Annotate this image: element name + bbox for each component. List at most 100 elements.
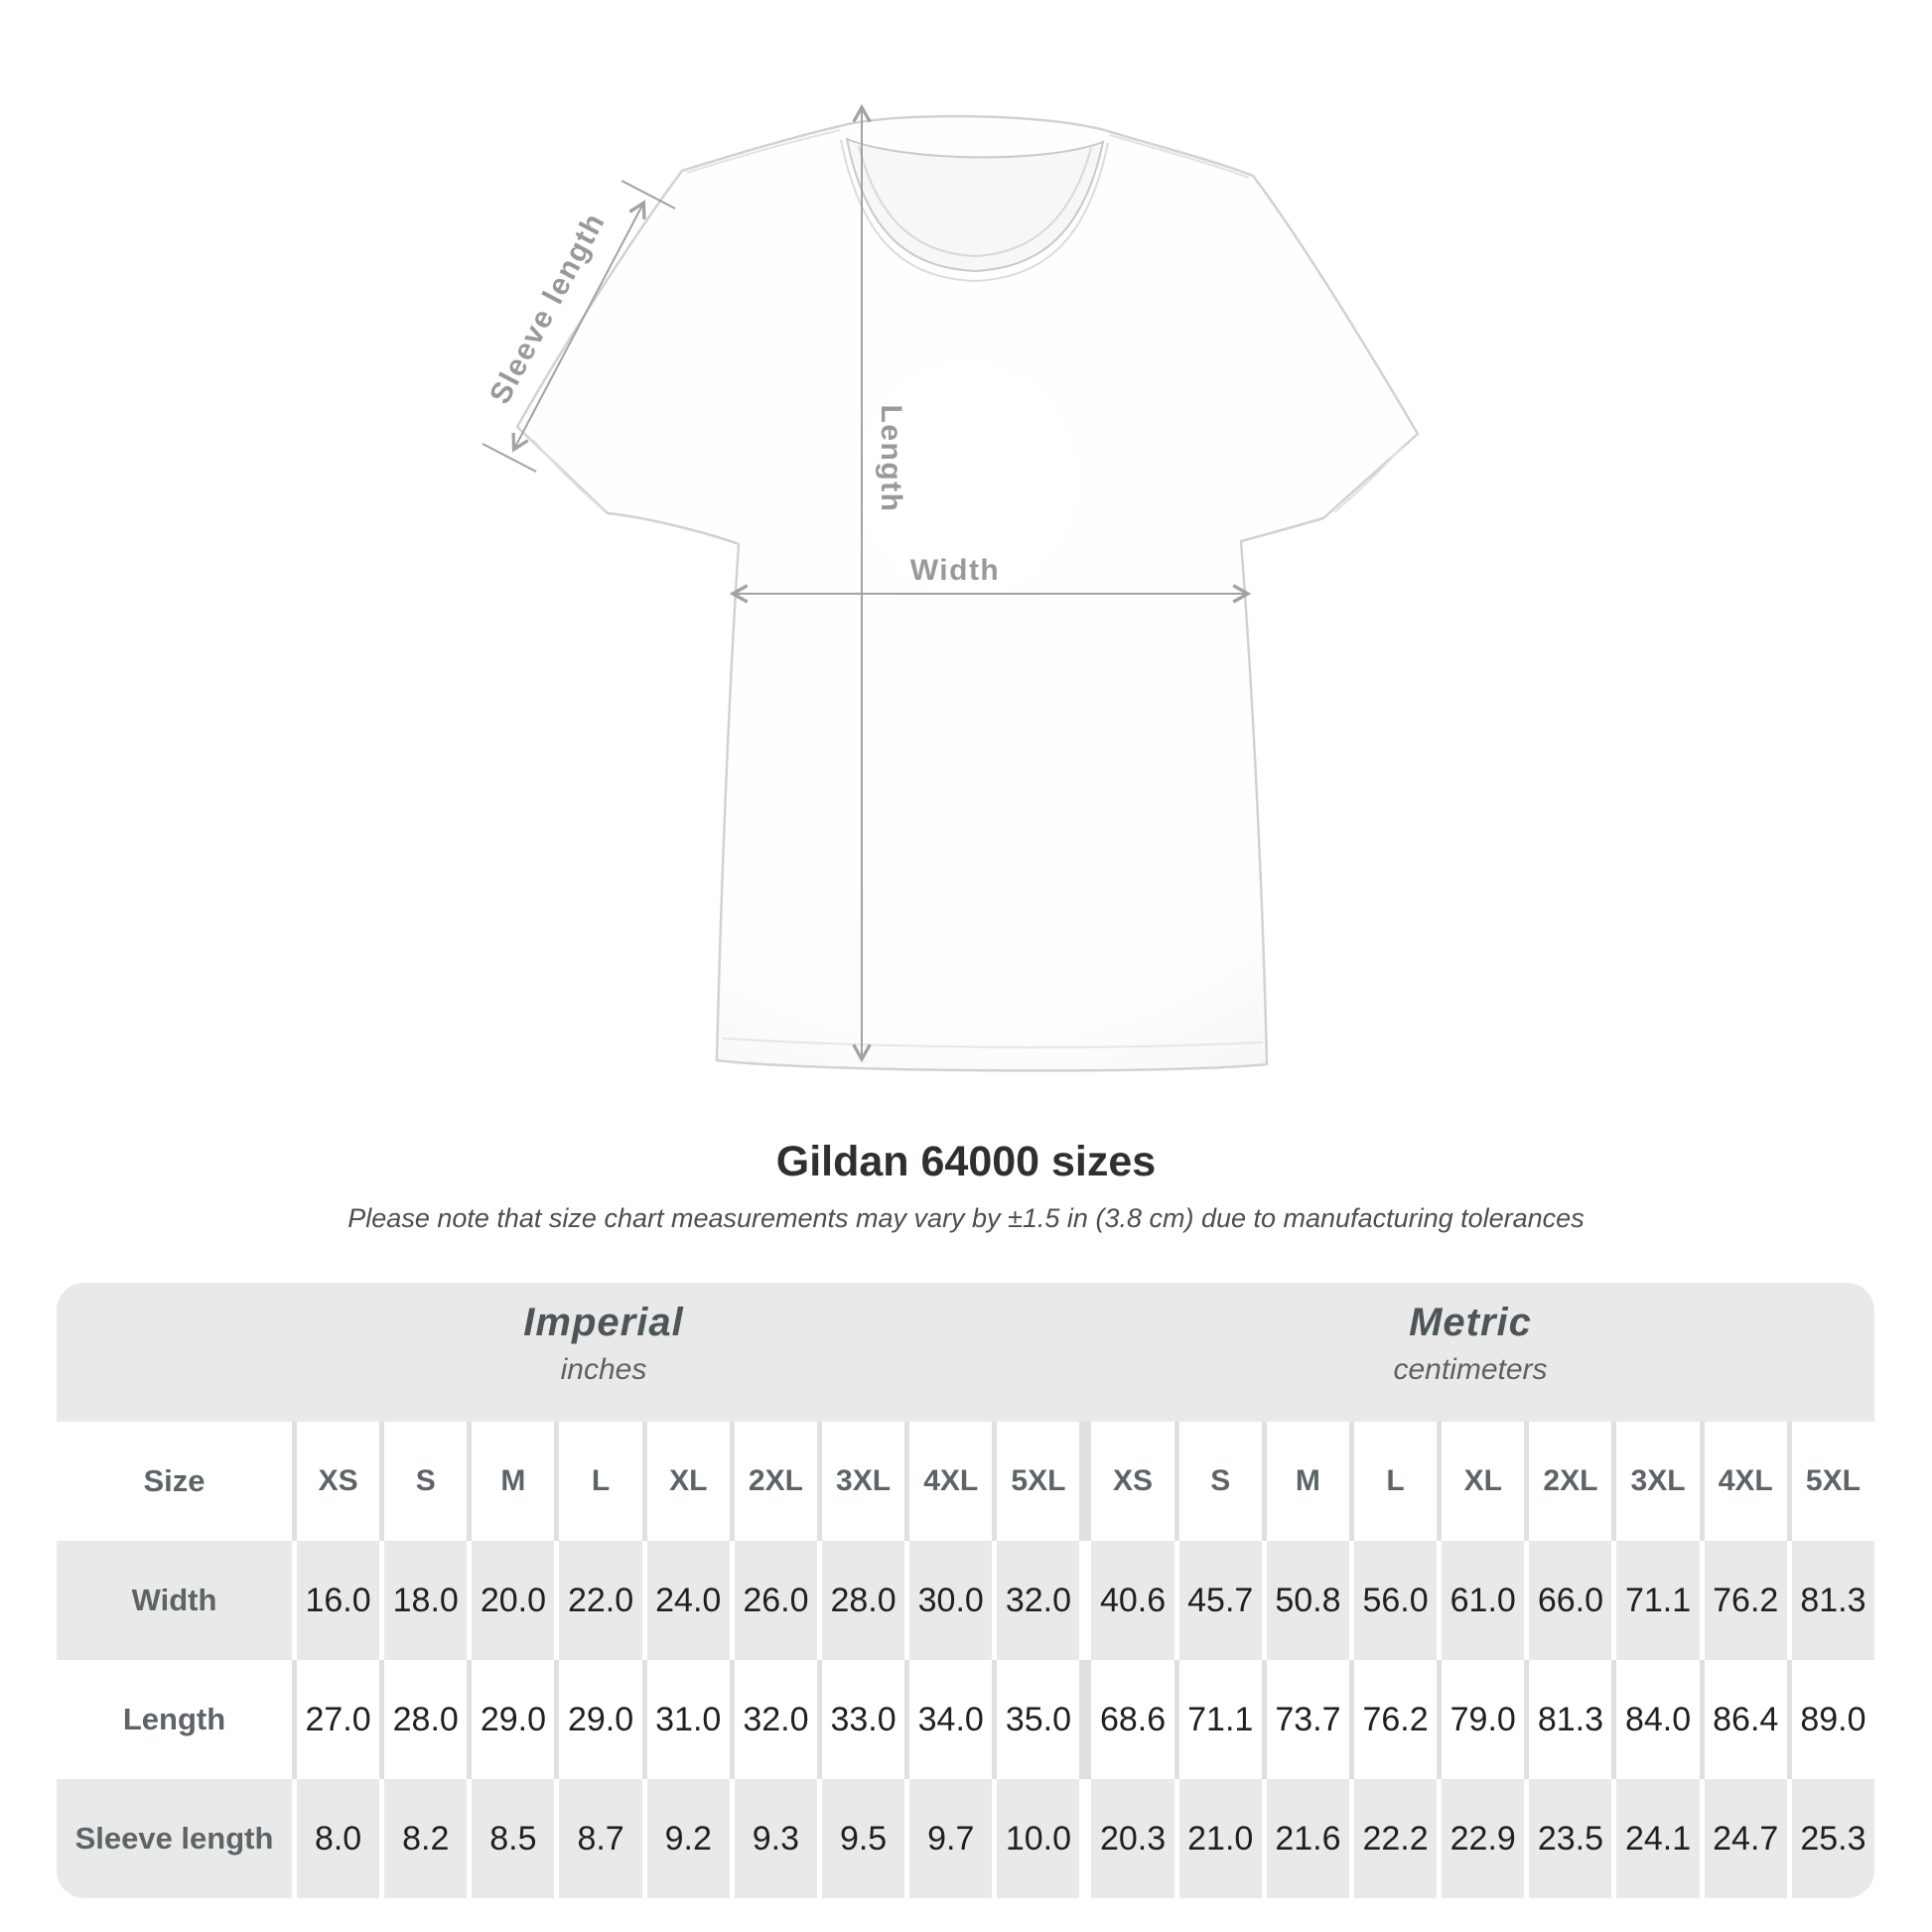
metric-value-cell: 89.0 <box>1791 1660 1874 1779</box>
metric-value-cell: 24.1 <box>1616 1779 1700 1898</box>
measurement-row: Length 27.0 28.0 29.0 29.0 31.0 32.0 33.0 34.0 35… <box>57 1660 1874 1779</box>
row-label: Length <box>57 1660 292 1779</box>
page-title: Gildan 64000 sizes <box>775 1138 1157 1185</box>
sleeve-length-arrow <box>482 180 676 473</box>
group-separator <box>1084 1541 1086 1660</box>
metric-value-cell: 79.0 <box>1442 1660 1525 1779</box>
size-col-header: XL <box>646 1422 730 1541</box>
group-separator <box>1084 1422 1086 1541</box>
metric-value-cell: 61.0 <box>1442 1541 1525 1660</box>
size-col-header: 5XL <box>997 1422 1080 1541</box>
imperial-value-cell: 27.0 <box>297 1660 380 1779</box>
width-label: Width <box>910 554 1001 587</box>
metric-value-cell: 25.3 <box>1791 1779 1874 1898</box>
imperial-value-cell: 8.7 <box>559 1779 642 1898</box>
imperial-value-cell: 9.7 <box>909 1779 993 1898</box>
size-col-header: L <box>559 1422 642 1541</box>
metric-value-cell: 71.1 <box>1616 1541 1700 1660</box>
size-col-header: 3XL <box>1616 1422 1700 1541</box>
metric-value-cell: 40.6 <box>1091 1541 1174 1660</box>
imperial-value-cell: 28.0 <box>821 1541 905 1660</box>
imperial-value-cell: 9.3 <box>734 1779 817 1898</box>
imperial-value-cell: 31.0 <box>646 1660 730 1779</box>
metric-value-cell: 21.6 <box>1266 1779 1349 1898</box>
size-col-header: M <box>472 1422 555 1541</box>
measurement-row: Sleeve length 8.0 8.2 8.5 8.7 9.2 9.3 9.5 9.7 10.… <box>57 1779 1874 1898</box>
metric-value-cell: 81.3 <box>1791 1541 1874 1660</box>
imperial-value-cell: 16.0 <box>297 1541 380 1660</box>
imperial-value-cell: 32.0 <box>997 1541 1080 1660</box>
metric-value-cell: 56.0 <box>1353 1541 1438 1660</box>
imperial-value-cell: 29.0 <box>472 1660 555 1779</box>
metric-group-header: Metric centimeters <box>1393 1301 1547 1387</box>
imperial-value-cell: 29.0 <box>559 1660 642 1779</box>
metric-value-cell: 50.8 <box>1266 1541 1349 1660</box>
imperial-value-cell: 26.0 <box>734 1541 817 1660</box>
imperial-value-cell: 18.0 <box>384 1541 468 1660</box>
imperial-value-cell: 33.0 <box>821 1660 905 1779</box>
imperial-value-cell: 22.0 <box>559 1541 642 1660</box>
size-col-header: M <box>1266 1422 1349 1541</box>
size-col-header: 4XL <box>1704 1422 1787 1541</box>
size-col-header: XS <box>1091 1422 1174 1541</box>
metric-value-cell: 73.7 <box>1266 1660 1349 1779</box>
metric-value-cell: 45.7 <box>1178 1541 1262 1660</box>
size-col-header: S <box>384 1422 468 1541</box>
imperial-value-cell: 9.2 <box>646 1779 730 1898</box>
size-col-header: L <box>1353 1422 1438 1541</box>
row-label: Sleeve length <box>57 1779 292 1898</box>
imperial-group-header: Imperial inches <box>523 1301 683 1387</box>
imperial-value-cell: 24.0 <box>646 1541 730 1660</box>
metric-value-cell: 81.3 <box>1529 1660 1612 1779</box>
imperial-value-cell: 35.0 <box>997 1660 1080 1779</box>
metric-value-cell: 20.3 <box>1091 1779 1174 1898</box>
metric-value-cell: 76.2 <box>1704 1541 1787 1660</box>
size-col-header: 4XL <box>909 1422 993 1541</box>
metric-value-cell: 22.2 <box>1353 1779 1438 1898</box>
tshirt-figure: Length Width Sleeve length <box>482 103 1420 1072</box>
row-label: Width <box>57 1541 292 1660</box>
size-col-header: XL <box>1442 1422 1525 1541</box>
unit-group-band: Imperial inches Metric centimeters <box>57 1283 1874 1422</box>
metric-unit: centimeters <box>1393 1353 1548 1386</box>
imperial-value-cell: 10.0 <box>997 1779 1080 1898</box>
row-label-size: Size <box>57 1422 292 1541</box>
imperial-value-cell: 28.0 <box>384 1660 468 1779</box>
metric-value-cell: 84.0 <box>1616 1660 1700 1779</box>
metric-value-cell: 76.2 <box>1353 1660 1438 1779</box>
tshirt-diagram: Length Width Sleeve length <box>482 103 1420 1072</box>
imperial-value-cell: 34.0 <box>909 1660 993 1779</box>
imperial-unit: inches <box>560 1353 647 1386</box>
size-col-header: 5XL <box>1791 1422 1874 1541</box>
size-col-header: 2XL <box>734 1422 817 1541</box>
metric-value-cell: 22.9 <box>1442 1779 1525 1898</box>
imperial-value-cell: 8.5 <box>472 1779 555 1898</box>
imperial-title: Imperial <box>523 1301 684 1344</box>
size-col-header: S <box>1178 1422 1262 1541</box>
imperial-value-cell: 20.0 <box>472 1541 555 1660</box>
group-separator <box>1084 1660 1086 1779</box>
metric-title: Metric <box>1409 1301 1532 1344</box>
metric-value-cell: 86.4 <box>1704 1660 1787 1779</box>
size-table: Imperial inches Metric centimeters Size X… <box>57 1283 1874 1898</box>
tolerance-note: Please note that size chart measurements… <box>347 1203 1585 1233</box>
size-table-rows: Size XS S M L XL 2XL 3XL 4XL 5XL XS S M L XL 2XL 3XL 4XL 5… <box>57 1422 1874 1898</box>
metric-value-cell: 68.6 <box>1091 1660 1174 1779</box>
metric-value-cell: 71.1 <box>1178 1660 1262 1779</box>
imperial-value-cell: 32.0 <box>734 1660 817 1779</box>
imperial-value-cell: 30.0 <box>909 1541 993 1660</box>
group-separator <box>1084 1779 1086 1898</box>
metric-value-cell: 24.7 <box>1704 1779 1787 1898</box>
metric-value-cell: 23.5 <box>1529 1779 1612 1898</box>
imperial-value-cell: 9.5 <box>821 1779 905 1898</box>
collar-opening <box>845 137 1105 273</box>
size-header-row: Size XS S M L XL 2XL 3XL 4XL 5XL XS S M L XL 2XL 3XL 4XL 5… <box>57 1422 1874 1541</box>
size-col-header: 2XL <box>1529 1422 1612 1541</box>
imperial-value-cell: 8.0 <box>297 1779 380 1898</box>
imperial-value-cell: 8.2 <box>384 1779 468 1898</box>
metric-value-cell: 66.0 <box>1529 1541 1612 1660</box>
metric-value-cell: 21.0 <box>1178 1779 1262 1898</box>
size-col-header: XS <box>297 1422 380 1541</box>
size-col-header: 3XL <box>821 1422 905 1541</box>
